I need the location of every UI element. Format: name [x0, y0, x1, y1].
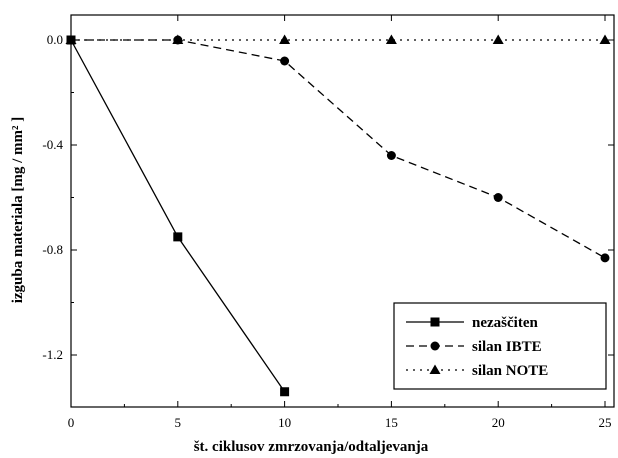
- legend-box: [393, 302, 607, 390]
- data-point: [173, 232, 183, 242]
- x-tick-label: 25: [599, 415, 612, 430]
- x-axis-label: št. ciklusov zmrzovanja/odtaljevanja: [194, 439, 429, 455]
- data-point: [172, 34, 184, 44]
- y-tick-label: -1.2: [42, 347, 63, 362]
- series-square: [66, 35, 290, 397]
- x-tick-label: 10: [278, 415, 291, 430]
- series-layer: [65, 34, 611, 397]
- y-axis-label: izguba materiala [mg / mm² ]: [10, 117, 26, 304]
- legend-label: silan IBTE: [472, 339, 542, 355]
- legend-marker: [429, 364, 441, 374]
- data-point: [65, 34, 77, 44]
- axis-layer: 0 5 10 15 20 25 0.0 -0.4 -0.8 -1.2: [42, 15, 614, 430]
- series-line: [70, 39, 286, 393]
- data-point: [600, 253, 610, 263]
- x-tick-label: 20: [492, 415, 505, 430]
- data-point: [280, 56, 290, 66]
- y-tick-label: -0.4: [42, 137, 63, 152]
- data-point: [279, 34, 291, 44]
- plot-area: [70, 14, 615, 408]
- series-line: [71, 39, 606, 259]
- data-point: [386, 151, 396, 160]
- legend-label: nezaščiten: [472, 315, 538, 331]
- legend-label: silan NOTE: [472, 363, 548, 379]
- legend: nezaščiten silan IBTE silan NOTE: [393, 302, 607, 390]
- series-triangle: [65, 34, 611, 44]
- legend-marker: [430, 341, 440, 351]
- x-tick-label: 0: [68, 415, 75, 430]
- legend-marker: [430, 317, 440, 327]
- data-point: [385, 34, 397, 44]
- data-point: [599, 34, 611, 44]
- y-tick-label: 0.0: [47, 32, 63, 47]
- plot-frame: [70, 14, 615, 408]
- series-circle: [66, 35, 610, 263]
- x-tick-label: 15: [385, 415, 398, 430]
- data-point: [493, 193, 503, 202]
- y-tick-label: -0.8: [42, 242, 63, 257]
- data-point: [492, 34, 504, 44]
- data-point: [280, 387, 290, 397]
- x-tick-label: 5: [175, 415, 182, 430]
